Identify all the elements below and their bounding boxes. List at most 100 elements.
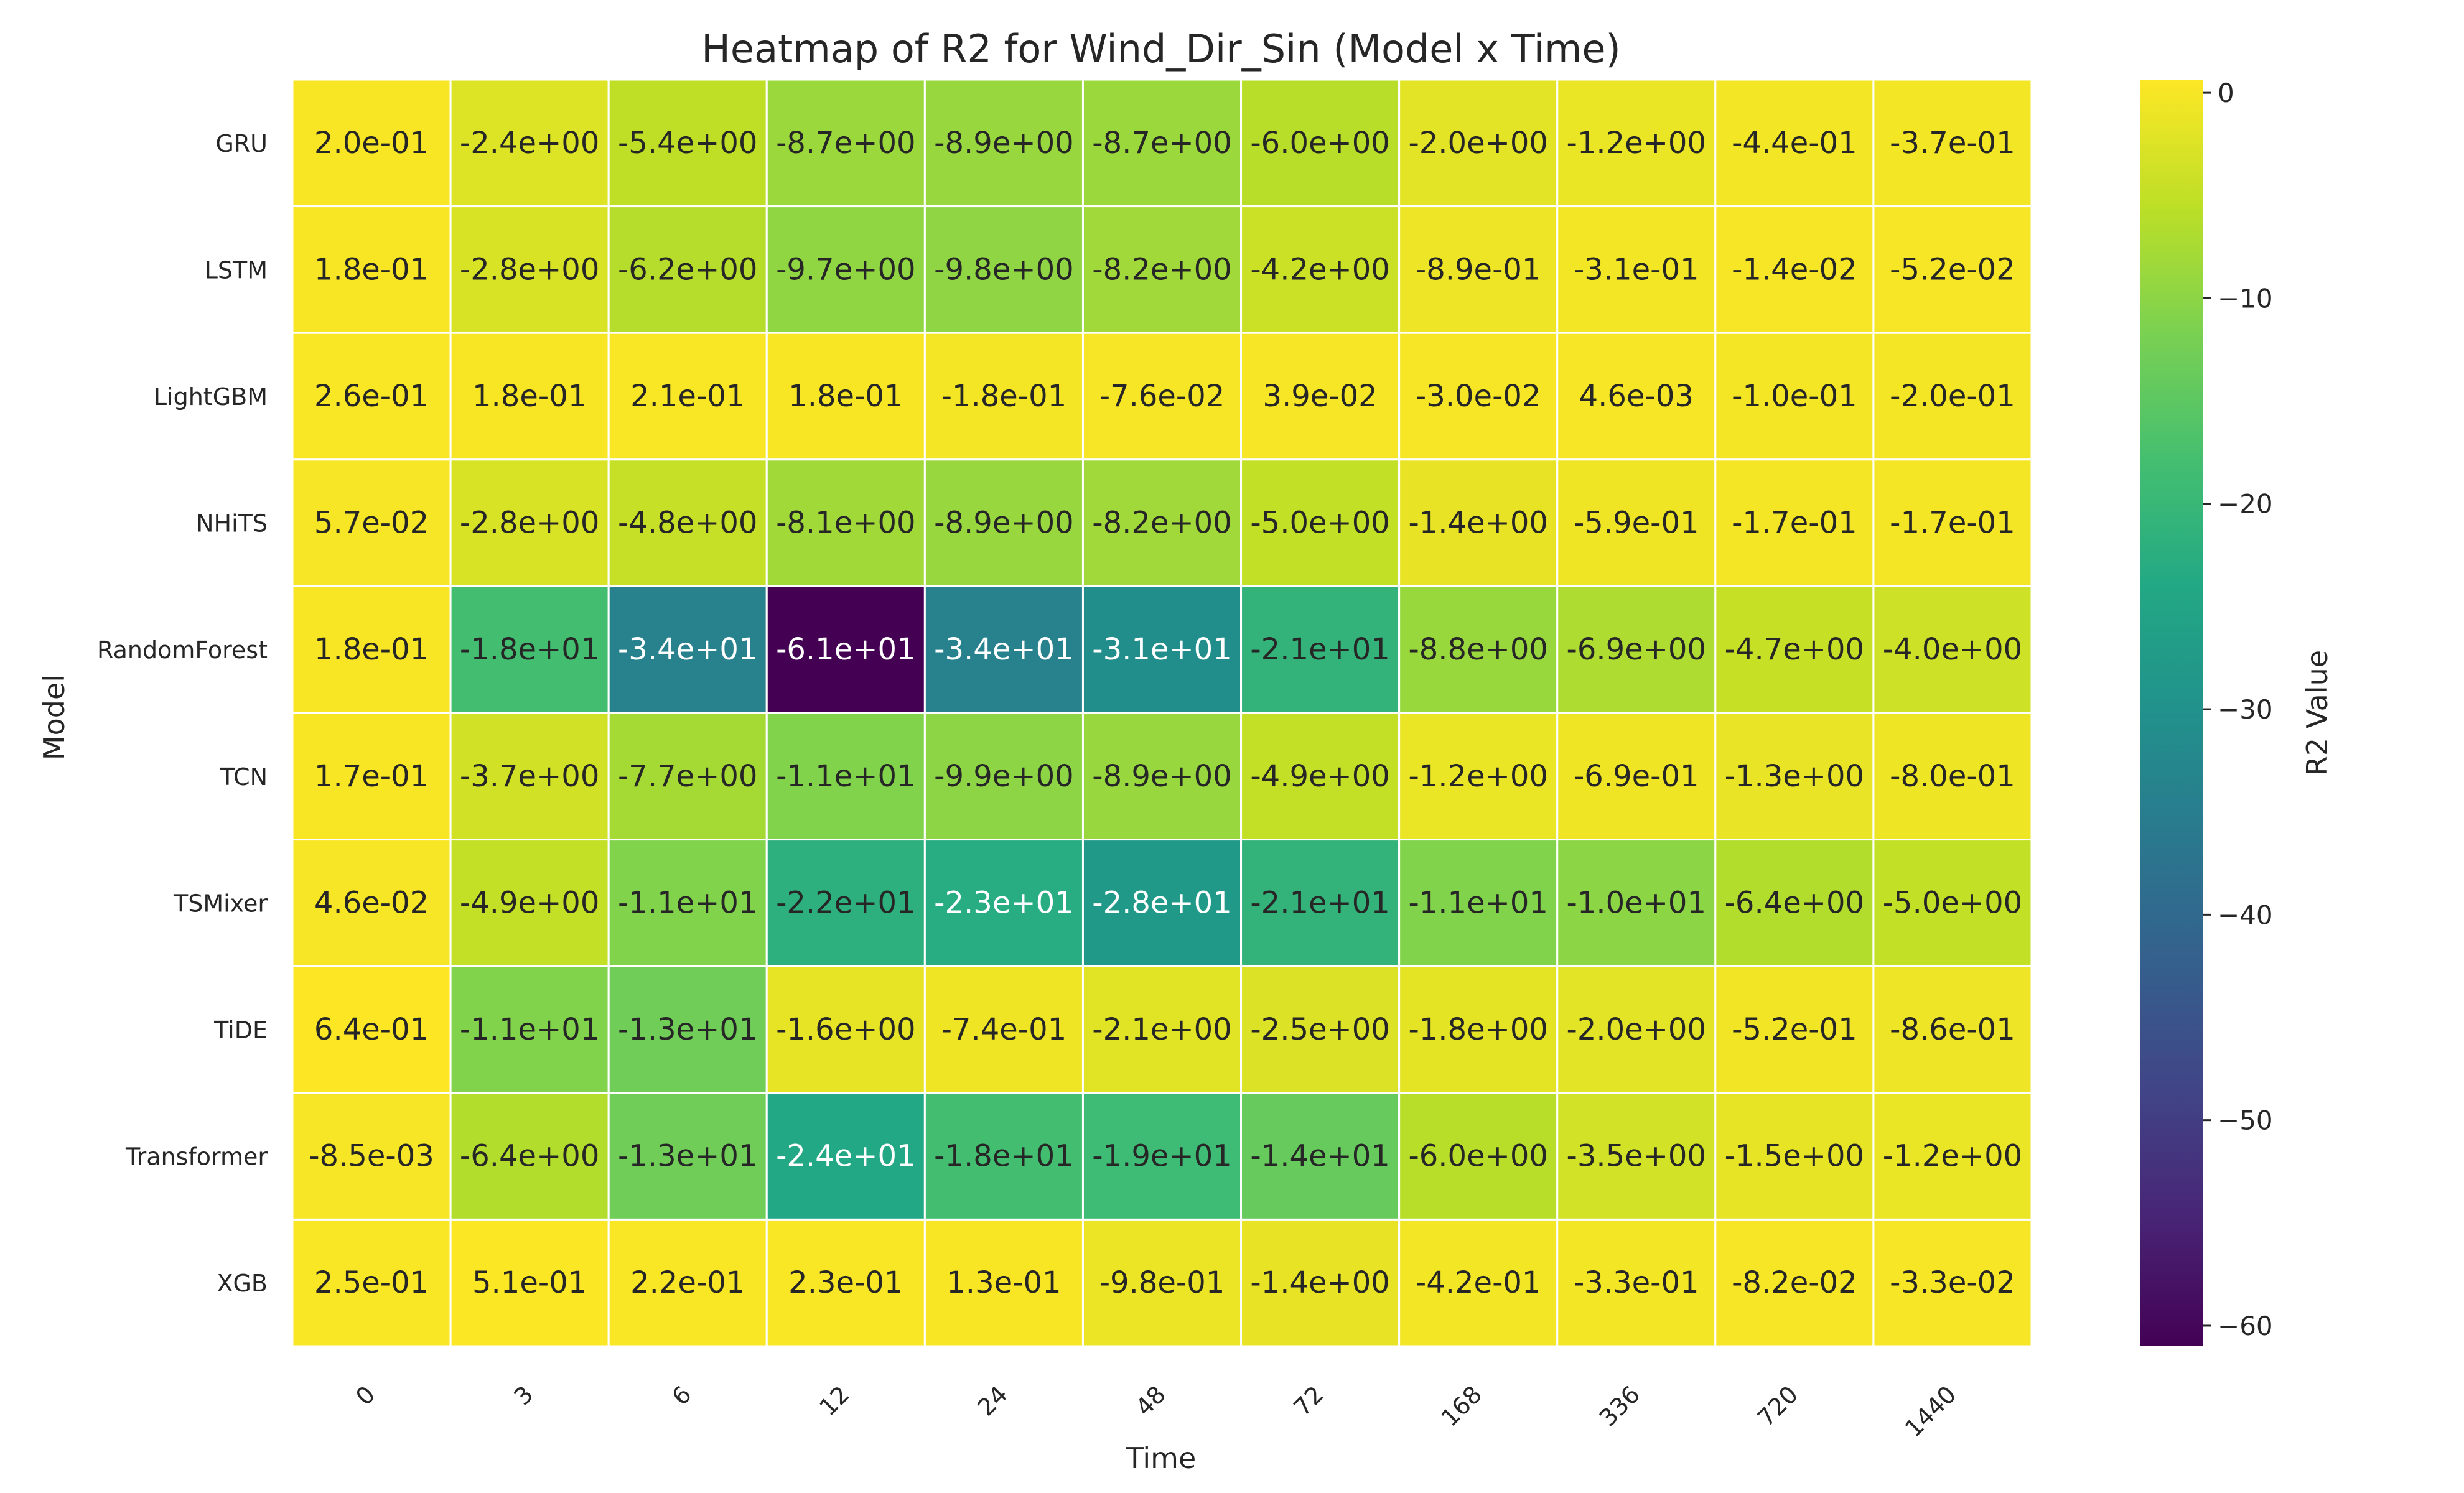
heatmap-cell	[1714, 78, 1875, 208]
heatmap-cell	[765, 712, 926, 841]
cell-value-label: -1.6e+00	[776, 1012, 915, 1047]
cell-value-label: -1.1e+01	[618, 885, 757, 920]
cell-value-label: 1.8e-01	[788, 379, 903, 414]
cell-value-label: -2.1e+01	[1250, 885, 1389, 920]
cell-value-label: -9.9e+00	[934, 759, 1073, 794]
heatmap-cell	[1714, 839, 1875, 967]
colorbar-ticks: 0 −10 −20 −30 −40 −50 −60	[2203, 78, 2273, 1341]
heatmap-cell	[1081, 965, 1243, 1094]
cell-value-label: -1.4e-02	[1732, 252, 1857, 287]
heatmap-cell	[1556, 205, 1717, 334]
row-label: LSTM	[205, 256, 268, 284]
heatmap-cell	[1398, 1218, 1559, 1347]
cell-value-label: -1.3e+01	[618, 1139, 757, 1174]
heatmap-cell	[1556, 712, 1717, 841]
heatmap-cell	[1398, 839, 1559, 967]
row-label: TCN	[220, 763, 268, 791]
cell-value-label: -8.2e+00	[1092, 252, 1231, 287]
cell-value-label: -9.7e+00	[776, 252, 915, 287]
heatmap-cell	[1556, 585, 1717, 714]
heatmap-cell	[1081, 205, 1243, 334]
colorbar-tick-label: −60	[2218, 1311, 2273, 1341]
row-label: LightGBM	[154, 383, 268, 411]
column-label: 168	[1436, 1380, 1487, 1431]
cell-value-label: -1.3e+00	[1725, 759, 1864, 794]
colorbar-gradient	[2140, 80, 2203, 1346]
cell-value-label: 6.4e-01	[314, 1012, 429, 1047]
heatmap-cell	[1081, 332, 1243, 461]
heatmap-cell	[1081, 1092, 1243, 1221]
heatmap-cell	[1240, 332, 1401, 461]
heatmap-cell	[1556, 458, 1717, 587]
colorbar: 0 −10 −20 −30 −40 −50 −60 R2 Value	[2140, 78, 2334, 1346]
cell-value-label: -5.9e-01	[1574, 506, 1699, 541]
heatmap-cell	[607, 205, 768, 334]
cell-value-label: 2.2e-01	[630, 1265, 745, 1300]
cell-value-label: 1.7e-01	[314, 759, 429, 794]
cell-value-label: -1.1e+01	[776, 759, 915, 794]
heatmap-cell	[923, 585, 1084, 714]
cell-value-label: -6.4e+00	[460, 1139, 599, 1174]
cell-value-label: 2.3e-01	[788, 1265, 903, 1300]
colorbar-tick-label: −10	[2218, 283, 2273, 314]
heatmap-cell	[1556, 839, 1717, 967]
heatmap-cell	[1240, 458, 1401, 587]
heatmap-cell	[607, 332, 768, 461]
cell-value-label: -2.8e+00	[460, 252, 599, 287]
heatmap-cell	[607, 458, 768, 587]
heatmap-cell	[923, 1218, 1084, 1347]
cell-value-label: -9.8e-01	[1099, 1265, 1225, 1300]
row-label: RandomForest	[97, 636, 268, 664]
cell-value-label: -1.8e+01	[934, 1139, 1073, 1174]
cell-value-label: 2.6e-01	[314, 379, 429, 414]
cell-value-label: -3.0e-02	[1416, 379, 1541, 414]
heatmap-cell	[1398, 1092, 1559, 1221]
cell-value-label: -8.0e-01	[1890, 759, 2015, 794]
heatmap-cell	[765, 585, 926, 714]
heatmap-cell	[291, 585, 452, 714]
cell-value-label: -2.8e+01	[1092, 885, 1231, 920]
cell-value-label: -7.6e-02	[1099, 379, 1225, 414]
cell-value-label: -2.4e+00	[460, 126, 599, 160]
heatmap-cell	[923, 78, 1084, 208]
heatmap-cell	[607, 78, 768, 208]
heatmap-cell	[1240, 585, 1401, 714]
cell-value-label: -6.9e-01	[1574, 759, 1699, 794]
cell-value-label: -1.7e-01	[1732, 506, 1857, 541]
heatmap-cell	[449, 458, 610, 587]
row-label: GRU	[215, 130, 268, 157]
heatmap-cell	[1872, 205, 2033, 334]
cell-value-label: -3.1e+01	[1092, 632, 1231, 667]
column-label: 720	[1752, 1380, 1803, 1431]
colorbar-tick-label: −30	[2218, 694, 2273, 725]
cell-value-label: -1.0e+01	[1567, 885, 1706, 920]
y-axis-label: Model	[37, 674, 71, 760]
column-label: 1440	[1900, 1380, 1962, 1443]
cell-value-label: -1.3e+01	[618, 1012, 757, 1047]
row-label: TiDE	[213, 1016, 268, 1044]
heatmap-cell	[765, 1218, 926, 1347]
column-label: 12	[814, 1380, 854, 1421]
heatmap-cell	[765, 1092, 926, 1221]
heatmap-cell	[1872, 332, 2033, 461]
cell-value-label: -8.8e+00	[1408, 632, 1547, 667]
cell-value-label: -8.2e+00	[1092, 506, 1231, 541]
heatmap-cell	[765, 839, 926, 967]
x-axis-label: Time	[1126, 1441, 1197, 1475]
cell-value-label: 2.0e-01	[314, 126, 429, 160]
heatmap-cell	[1714, 1218, 1875, 1347]
colorbar-label: R2 Value	[2300, 650, 2334, 776]
cell-value-label: -5.2e-01	[1732, 1012, 1857, 1047]
chart-title: Heatmap of R2 for Wind_Dir_Sin (Model x …	[701, 26, 1620, 72]
cell-value-label: 5.1e-01	[472, 1265, 587, 1300]
cell-value-label: -1.8e-01	[941, 379, 1067, 414]
cell-value-label: -3.1e-01	[1574, 252, 1699, 287]
heatmap-cell	[923, 965, 1084, 1094]
heatmap-cell	[1240, 205, 1401, 334]
cell-value-label: -8.9e+00	[1092, 759, 1231, 794]
row-label: Transformer	[125, 1143, 268, 1171]
heatmap-cell	[765, 965, 926, 1094]
cell-value-label: -5.0e+00	[1250, 506, 1389, 541]
cell-value-label: -7.7e+00	[618, 759, 757, 794]
cell-value-label: -3.4e+01	[618, 632, 757, 667]
